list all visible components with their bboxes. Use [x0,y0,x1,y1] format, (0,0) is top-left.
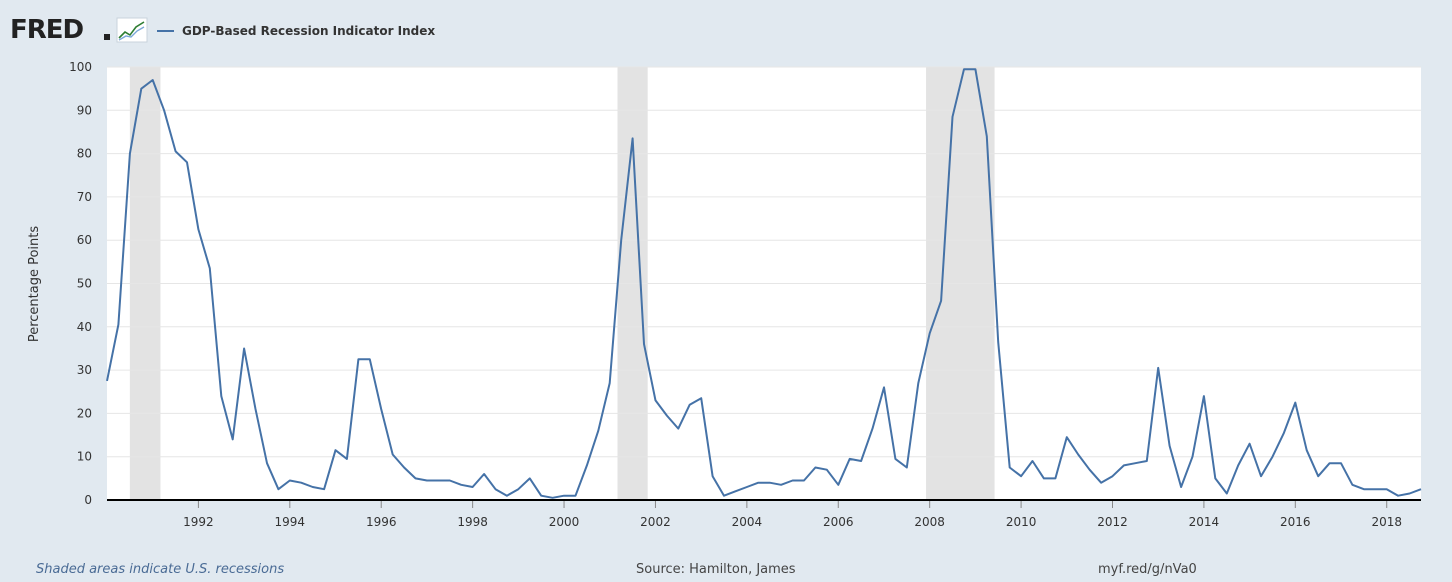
x-tick-label-9: 2010 [1006,515,1037,529]
x-tick-label-11: 2014 [1189,515,1220,529]
x-tick-label-7: 2006 [823,515,854,529]
y-tick-label-3: 30 [77,363,92,377]
x-tick-label-12: 2016 [1280,515,1311,529]
x-tick-label-6: 2004 [732,515,763,529]
y-tick-label-2: 20 [77,406,92,420]
x-tick-label-10: 2012 [1097,515,1128,529]
y-tick-label-5: 50 [77,277,92,291]
x-tick-label-3: 1998 [457,515,488,529]
series-line-0[interactable] [106,68,1422,499]
fred-logo[interactable]: FRED [10,15,84,45]
y-tick-label-8: 80 [77,147,92,161]
chart-legend[interactable]: GDP-Based Recession Indicator Index [157,22,435,40]
y-tick-label-1: 10 [77,450,92,464]
fred-logo-dot [104,34,110,40]
short-link[interactable]: myf.red/g/nVa0 [1098,562,1197,577]
x-tick-label-4: 2000 [549,515,580,529]
y-tick-label-9: 90 [77,103,92,117]
x-tick-label-2: 1996 [366,515,397,529]
source-text: Source: Hamilton, James [636,562,796,577]
y-tick-label-7: 70 [77,190,92,204]
fred-graph-icon [116,17,148,43]
y-tick-label-4: 40 [77,320,92,334]
series-group [106,68,1422,499]
x-tick-label-0: 1992 [183,515,214,529]
x-tick-label-1: 1994 [275,515,306,529]
recession-note: Shaded areas indicate U.S. recessions [36,562,285,577]
y-tick-label-0: 0 [84,493,92,507]
x-tick-label-13: 2018 [1371,515,1402,529]
y-axis-ticks: 0 10 20 30 40 50 60 70 80 90 100 [69,60,92,507]
y-axis-label: Percentage Points [27,226,42,343]
x-axis-ticks: 1992 1994 1996 1998 2000 2002 2004 2006 2008 2010… [183,500,1402,529]
legend-series-label: GDP-Based Recession Indicator Index [182,24,436,38]
chart-header: FRED GDP-Based Recession Indicator Index [0,0,1452,62]
x-tick-label-5: 2002 [640,515,671,529]
legend-series-swatch [157,30,174,32]
y-tick-label-10: 100 [69,60,92,74]
y-tick-label-6: 60 [77,233,92,247]
x-tick-label-8: 2008 [914,515,945,529]
grid-lines [107,66,1421,458]
